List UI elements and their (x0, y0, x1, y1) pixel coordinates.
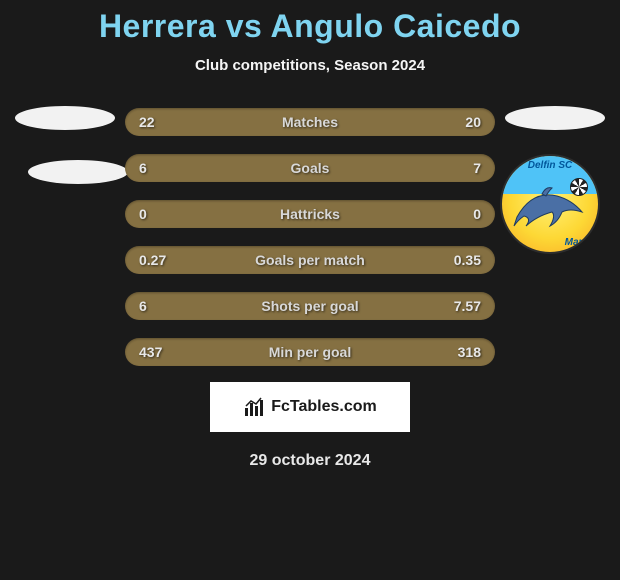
stats-area: Delfin SC Mant 22 Matches 20 6 Goals 7 0… (0, 108, 620, 366)
stat-label: Goals per match (255, 252, 365, 268)
stat-left-value: 6 (139, 298, 179, 314)
attribution-badge: FcTables.com (210, 382, 410, 432)
stat-left-value: 6 (139, 160, 179, 176)
player-right-badge: Delfin SC Mant (500, 108, 610, 248)
stat-right-value: 0 (441, 206, 481, 222)
stat-label: Matches (282, 114, 338, 130)
player-left-badge (10, 108, 120, 198)
club-logo-text-bottom: Mant (565, 237, 588, 248)
stat-row-hattricks: 0 Hattricks 0 (125, 200, 495, 228)
club-logo-text-top: Delfin SC (502, 160, 598, 171)
stat-right-value: 7.57 (441, 298, 481, 314)
chart-icon (243, 396, 265, 418)
attribution-text: FcTables.com (271, 398, 377, 416)
stat-left-value: 0.27 (139, 252, 179, 268)
stat-row-goals: 6 Goals 7 (125, 154, 495, 182)
placeholder-ellipse (505, 106, 605, 130)
stat-label: Hattricks (280, 206, 340, 222)
stat-row-goals-per-match: 0.27 Goals per match 0.35 (125, 246, 495, 274)
stat-right-value: 0.35 (441, 252, 481, 268)
stat-label: Min per goal (269, 344, 351, 360)
stat-row-min-per-goal: 437 Min per goal 318 (125, 338, 495, 366)
subtitle: Club competitions, Season 2024 (195, 57, 425, 74)
stat-row-matches: 22 Matches 20 (125, 108, 495, 136)
stat-right-value: 7 (441, 160, 481, 176)
date-label: 29 october 2024 (250, 452, 371, 470)
stat-left-value: 22 (139, 114, 179, 130)
stat-label: Shots per goal (261, 298, 358, 314)
placeholder-ellipse (15, 106, 115, 130)
stat-left-value: 437 (139, 344, 179, 360)
stat-left-value: 0 (139, 206, 179, 222)
soccer-ball-icon (570, 178, 588, 196)
stat-right-value: 20 (441, 114, 481, 130)
stat-right-value: 318 (441, 344, 481, 360)
club-logo-delfin: Delfin SC Mant (500, 154, 600, 254)
stat-row-shots-per-goal: 6 Shots per goal 7.57 (125, 292, 495, 320)
placeholder-ellipse (28, 160, 128, 184)
stat-label: Goals (291, 160, 330, 176)
comparison-card: Herrera vs Angulo Caicedo Club competiti… (0, 0, 620, 470)
page-title: Herrera vs Angulo Caicedo (99, 8, 521, 45)
